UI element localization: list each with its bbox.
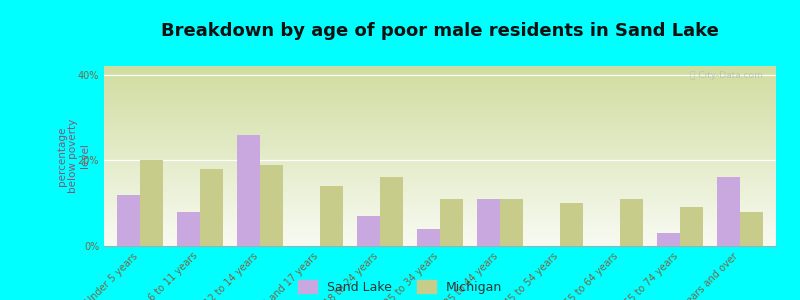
Bar	[620, 199, 643, 246]
Title: Breakdown by age of poor male residents in Sand Lake: Breakdown by age of poor male residents …	[161, 22, 719, 40]
Y-axis label: percentage
below poverty
level: percentage below poverty level	[57, 119, 90, 193]
Bar	[440, 199, 462, 246]
Bar	[118, 195, 140, 246]
Bar	[237, 135, 260, 246]
Bar	[560, 203, 582, 246]
Bar	[477, 199, 500, 246]
Bar	[500, 199, 523, 246]
Bar	[358, 216, 380, 246]
Bar	[260, 165, 283, 246]
Bar	[718, 177, 740, 246]
Bar	[380, 177, 403, 246]
Bar	[178, 212, 200, 246]
Legend: Sand Lake, Michigan: Sand Lake, Michigan	[298, 280, 502, 294]
Bar	[680, 207, 703, 246]
Bar	[200, 169, 222, 246]
Bar	[320, 186, 343, 246]
Bar	[658, 233, 680, 246]
Bar	[740, 212, 763, 246]
Bar	[140, 160, 163, 246]
Bar	[418, 229, 440, 246]
Text: Ⓒ City-Data.com: Ⓒ City-Data.com	[690, 71, 762, 80]
